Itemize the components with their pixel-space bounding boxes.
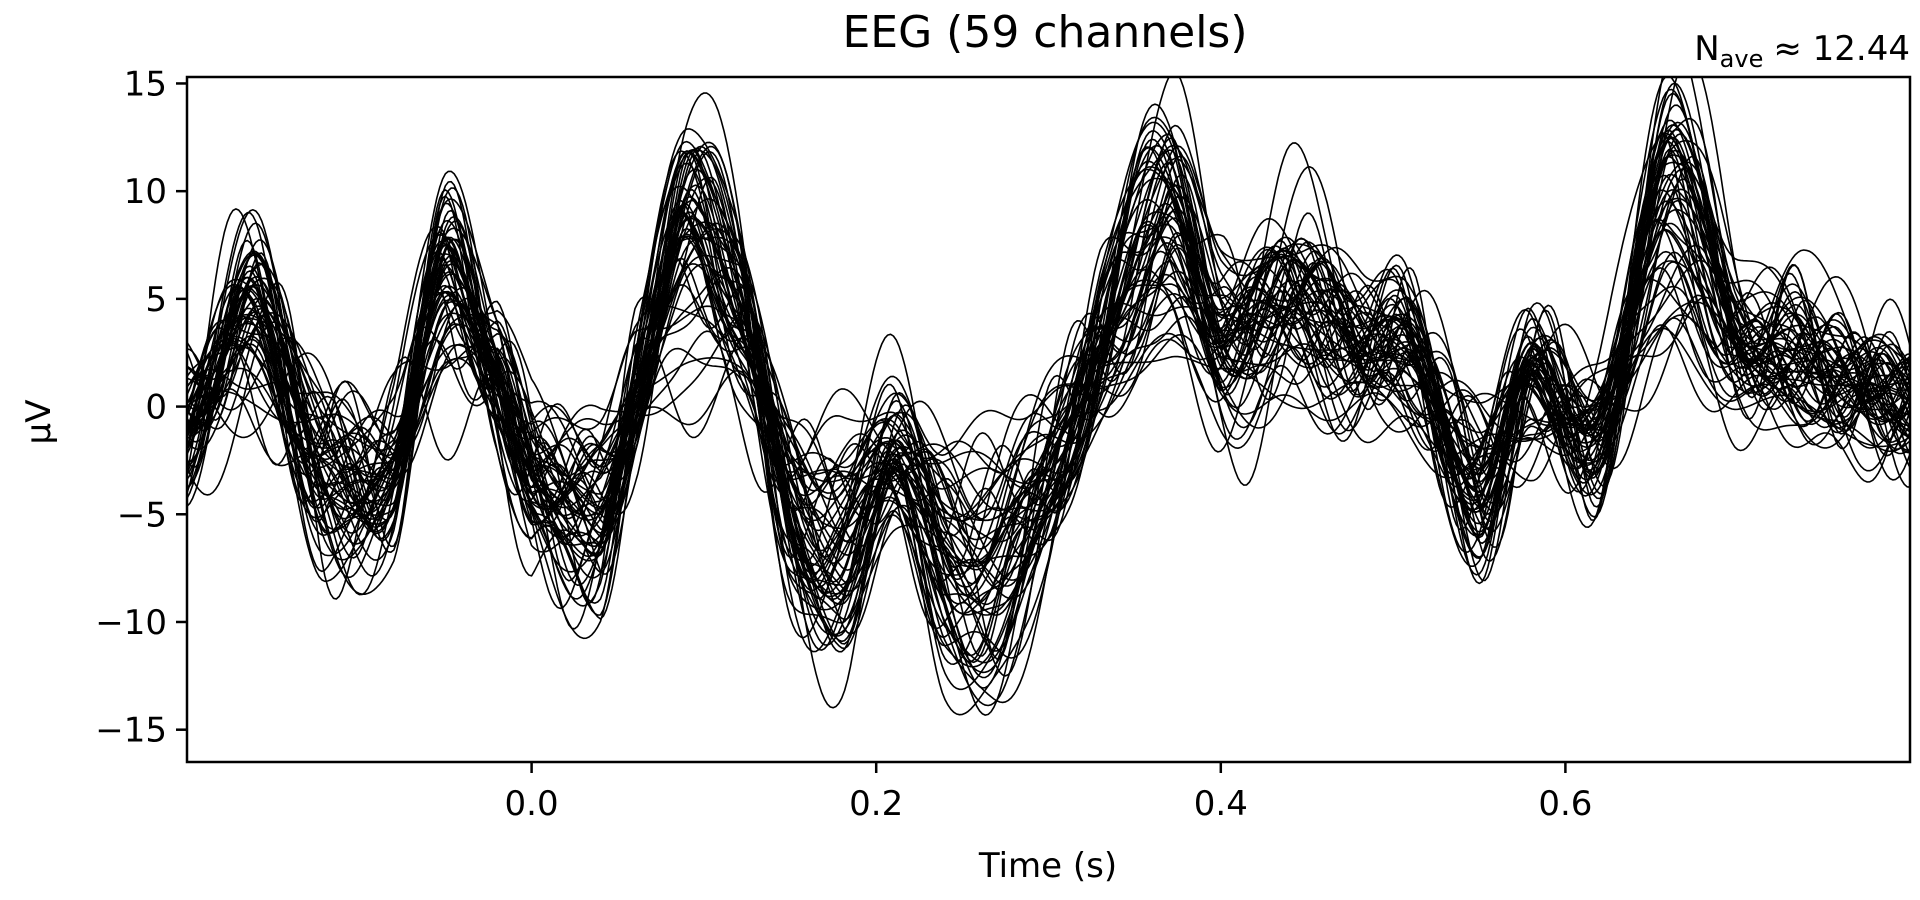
y-tick-label: −10	[95, 603, 167, 643]
y-tick-label: 0	[145, 388, 167, 428]
x-axis-label: Time (s)	[978, 846, 1117, 886]
nave-prefix: N	[1694, 29, 1719, 69]
nave-annotation: Nave ≈ 12.44	[1694, 29, 1910, 73]
channel-trace	[187, 317, 1910, 512]
channel-traces	[187, 77, 1910, 716]
nave-subscript: ave	[1720, 45, 1764, 73]
y-axis-label: μV	[19, 400, 59, 445]
y-tick-label: −15	[95, 711, 167, 751]
y-tick-label: 15	[124, 64, 167, 104]
channel-trace	[187, 121, 1910, 621]
plot-frame	[185, 75, 1912, 764]
y-tick-label: −5	[117, 495, 167, 535]
y-axis: 15 10 5 0 −5 −10 −15	[95, 64, 187, 751]
channel-trace	[187, 161, 1910, 637]
x-tick-label: 0.0	[505, 784, 559, 824]
x-axis: 0.0 0.2 0.4 0.6	[505, 762, 1592, 824]
x-tick-label: 0.6	[1538, 784, 1592, 824]
channel-trace	[187, 130, 1910, 691]
x-tick-label: 0.4	[1194, 784, 1248, 824]
chart-title: EEG (59 channels)	[842, 7, 1247, 58]
channel-trace	[187, 259, 1910, 581]
channel-trace	[187, 149, 1910, 663]
x-tick-label: 0.2	[849, 784, 903, 824]
y-tick-label: 10	[124, 172, 167, 212]
y-tick-label: 5	[145, 280, 167, 320]
channel-trace	[187, 199, 1910, 602]
nave-value: ≈ 12.44	[1773, 29, 1910, 69]
